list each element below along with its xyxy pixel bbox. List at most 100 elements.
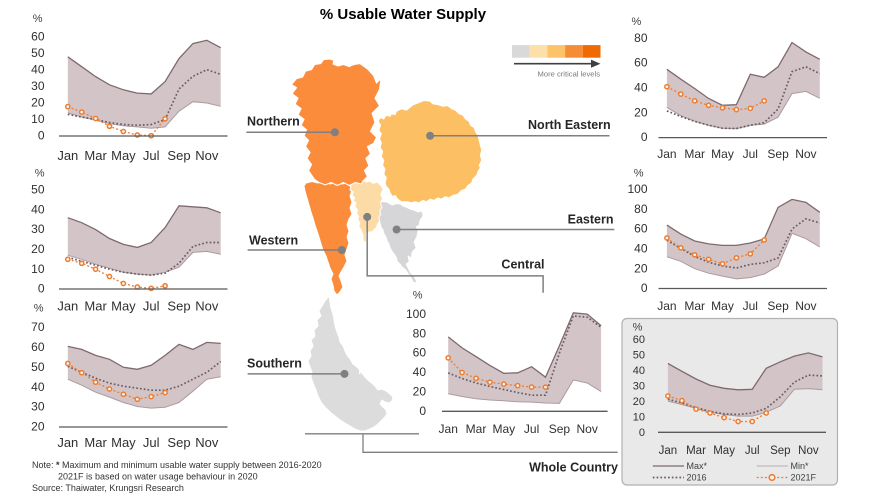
svg-text:%: %: [33, 13, 43, 25]
svg-text:Sep: Sep: [770, 445, 790, 457]
svg-text:May: May: [711, 299, 734, 313]
svg-text:40: 40: [31, 380, 45, 394]
svg-text:10: 10: [31, 112, 45, 126]
svg-text:May: May: [492, 422, 515, 436]
svg-text:Jul: Jul: [143, 148, 160, 163]
svg-text:60: 60: [31, 340, 45, 354]
svg-text:50: 50: [31, 46, 45, 60]
svg-text:Nov: Nov: [795, 147, 816, 161]
svg-text:Mar: Mar: [466, 422, 487, 436]
svg-text:40: 40: [31, 63, 45, 77]
svg-text:Jul: Jul: [143, 435, 160, 450]
svg-text:Jul: Jul: [743, 147, 758, 161]
svg-text:Note: * Maximum and minimum us: Note: * Maximum and minimum usable water…: [32, 460, 322, 470]
svg-text:40: 40: [633, 365, 645, 377]
svg-text:0: 0: [38, 282, 45, 296]
svg-text:40: 40: [31, 202, 45, 216]
svg-text:%: %: [413, 289, 423, 301]
svg-text:0: 0: [641, 281, 648, 295]
svg-text:Jan: Jan: [57, 435, 78, 450]
svg-text:40: 40: [634, 242, 648, 256]
svg-text:60: 60: [31, 30, 45, 44]
svg-text:60: 60: [633, 334, 645, 346]
svg-text:100: 100: [627, 182, 647, 196]
svg-text:50: 50: [31, 360, 45, 374]
svg-text:%: %: [35, 167, 45, 179]
svg-text:% Usable Water Supply: % Usable Water Supply: [320, 6, 487, 23]
svg-text:May: May: [111, 148, 136, 163]
svg-text:Sep: Sep: [167, 148, 190, 163]
svg-text:50: 50: [633, 350, 645, 362]
svg-text:Jul: Jul: [743, 299, 758, 313]
svg-text:60: 60: [634, 222, 648, 236]
svg-text:%: %: [633, 321, 643, 333]
svg-text:Jan: Jan: [657, 299, 676, 313]
svg-text:Western: Western: [249, 234, 298, 248]
svg-text:May: May: [711, 147, 734, 161]
svg-text:Jul: Jul: [524, 422, 539, 436]
svg-text:May: May: [111, 435, 136, 450]
svg-text:North Eastern: North Eastern: [528, 118, 611, 132]
svg-text:Nov: Nov: [195, 148, 219, 163]
svg-text:Jan: Jan: [439, 422, 458, 436]
svg-text:More critical levels: More critical levels: [538, 70, 601, 79]
svg-text:0: 0: [641, 130, 648, 144]
svg-text:2021F: 2021F: [791, 473, 817, 483]
svg-text:80: 80: [634, 31, 648, 45]
svg-text:Jan: Jan: [659, 445, 678, 457]
svg-text:Eastern: Eastern: [568, 213, 614, 227]
svg-text:20: 20: [413, 385, 427, 399]
svg-text:Sep: Sep: [167, 299, 190, 314]
svg-text:Central: Central: [501, 258, 544, 272]
svg-text:Mar: Mar: [84, 435, 107, 450]
svg-text:Nov: Nov: [195, 299, 219, 314]
svg-text:0: 0: [38, 129, 45, 143]
svg-text:80: 80: [413, 326, 427, 340]
svg-text:0: 0: [639, 427, 645, 439]
svg-text:%: %: [632, 16, 642, 28]
svg-text:60: 60: [634, 56, 648, 70]
svg-text:80: 80: [634, 202, 648, 216]
svg-text:Source: Thaiwater, Krungsri Re: Source: Thaiwater, Krungsri Research: [32, 483, 184, 493]
svg-text:10: 10: [633, 412, 645, 424]
svg-text:Sep: Sep: [767, 299, 789, 313]
svg-text:Jan: Jan: [657, 147, 676, 161]
svg-text:60: 60: [413, 346, 427, 360]
svg-text:Nov: Nov: [577, 422, 598, 436]
svg-text:100: 100: [406, 307, 426, 321]
svg-text:20: 20: [31, 420, 45, 434]
svg-text:Jan: Jan: [57, 299, 78, 314]
svg-text:0: 0: [419, 404, 426, 418]
svg-text:Sep: Sep: [549, 422, 571, 436]
svg-text:70: 70: [31, 320, 45, 334]
svg-text:Jan: Jan: [57, 148, 78, 163]
svg-text:%: %: [634, 167, 644, 179]
svg-text:Northern: Northern: [247, 115, 300, 129]
svg-text:Sep: Sep: [767, 147, 789, 161]
svg-text:2021F is based on water usage: 2021F is based on water usage behaviour …: [58, 472, 258, 482]
svg-text:May: May: [111, 299, 136, 314]
svg-text:Nov: Nov: [798, 445, 819, 457]
svg-text:2016: 2016: [687, 473, 707, 483]
svg-text:Jul: Jul: [745, 445, 760, 457]
svg-text:20: 20: [31, 242, 45, 256]
svg-text:50: 50: [31, 183, 45, 197]
svg-text:20: 20: [634, 261, 648, 275]
svg-text:Mar: Mar: [84, 299, 107, 314]
svg-text:10: 10: [31, 262, 45, 276]
svg-text:Whole Country: Whole Country: [529, 461, 618, 475]
svg-text:30: 30: [31, 222, 45, 236]
svg-text:30: 30: [31, 400, 45, 414]
svg-text:Mar: Mar: [684, 299, 705, 313]
svg-text:30: 30: [633, 381, 645, 393]
svg-text:Mar: Mar: [686, 445, 706, 457]
svg-text:May: May: [713, 445, 735, 457]
svg-text:Mar: Mar: [684, 147, 705, 161]
svg-text:20: 20: [31, 96, 45, 110]
svg-text:Sep: Sep: [167, 435, 190, 450]
svg-text:40: 40: [634, 81, 648, 95]
svg-text:Nov: Nov: [195, 435, 219, 450]
svg-text:Min*: Min*: [791, 461, 810, 471]
svg-text:20: 20: [633, 396, 645, 408]
svg-text:40: 40: [413, 365, 427, 379]
